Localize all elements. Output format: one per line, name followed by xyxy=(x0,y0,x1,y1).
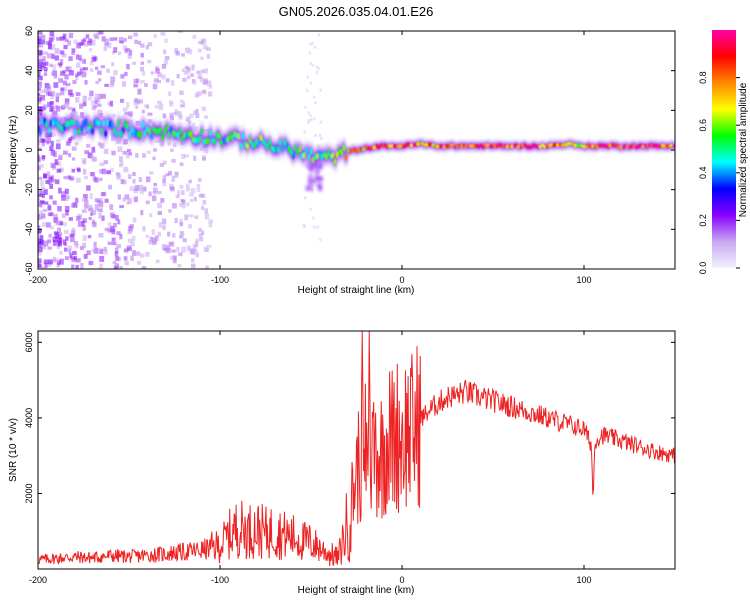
colorbar: 0.0 0.2 0.4 0.6 0.8 Normalized spectral ampl… xyxy=(698,30,749,274)
colorbar-tick-label: 0.4 xyxy=(698,167,708,180)
colorbar-tick-label: 0.8 xyxy=(698,71,708,84)
snr-ylabel: SNR (10 * v/v) xyxy=(8,418,19,482)
spectrogram-ytick-label: -60 xyxy=(24,262,34,275)
spectrogram-xtick-label: -200 xyxy=(29,275,47,285)
colorbar-gradient xyxy=(712,30,736,268)
spectrogram-ytick-label: 60 xyxy=(24,26,34,36)
spectrogram-panel: -200 -100 0 100 60 40 20 0 -20 -40 -60 Height of s… xyxy=(8,26,676,296)
spectrogram-ytick-label: 40 xyxy=(24,66,34,76)
snr-frame xyxy=(37,330,676,570)
snr-xtick-label: -200 xyxy=(29,575,47,585)
spectrogram-xlabel: Height of straight line (km) xyxy=(298,285,415,296)
snr-xtick-label: -100 xyxy=(211,575,229,585)
figure-title: GN05.2026.035.04.01.E26 xyxy=(279,4,434,19)
spectrogram-ticks: -200 -100 0 100 60 40 20 0 -20 -40 -60 xyxy=(24,26,675,285)
snr-series-line xyxy=(38,331,675,567)
snr-ytick-label: 4000 xyxy=(24,408,34,428)
snr-ticks: -200 -100 0 100 2000 4000 6000 xyxy=(24,331,675,585)
colorbar-label: Normalized spectral amplitude xyxy=(738,82,749,217)
snr-ytick-label: 2000 xyxy=(24,483,34,503)
snr-xtick-label: 0 xyxy=(399,575,404,585)
snr-xlabel: Height of straight line (km) xyxy=(298,585,415,596)
snr-xtick-label: 100 xyxy=(576,575,591,585)
spectrogram-ytick-label: 0 xyxy=(24,147,34,152)
spectrogram-ytick-label: 20 xyxy=(24,105,34,115)
spectrogram-xtick-label: -100 xyxy=(211,275,229,285)
colorbar-tick-label: 0.0 xyxy=(698,262,708,275)
colorbar-tick-label: 0.6 xyxy=(698,119,708,132)
spectrogram-ylabel: Frequency (Hz) xyxy=(8,116,19,185)
colorbar-tick-label: 0.2 xyxy=(698,214,708,227)
spectrogram-xtick-label: 0 xyxy=(399,275,404,285)
spectrogram-xtick-label: 100 xyxy=(576,275,591,285)
spectrogram-noise xyxy=(38,31,323,269)
spectrogram-ytick-label: -20 xyxy=(24,183,34,196)
spectrogram-ytick-label: -40 xyxy=(24,223,34,236)
spectrogram-ridge xyxy=(38,117,675,165)
spectrogram-plot xyxy=(38,31,675,269)
colorbar-ticks: 0.0 0.2 0.4 0.6 0.8 xyxy=(698,71,740,274)
snr-ytick-label: 6000 xyxy=(24,332,34,352)
snr-plot xyxy=(38,331,675,567)
snr-panel: -200 -100 0 100 2000 4000 6000 Height of strai… xyxy=(8,330,676,596)
